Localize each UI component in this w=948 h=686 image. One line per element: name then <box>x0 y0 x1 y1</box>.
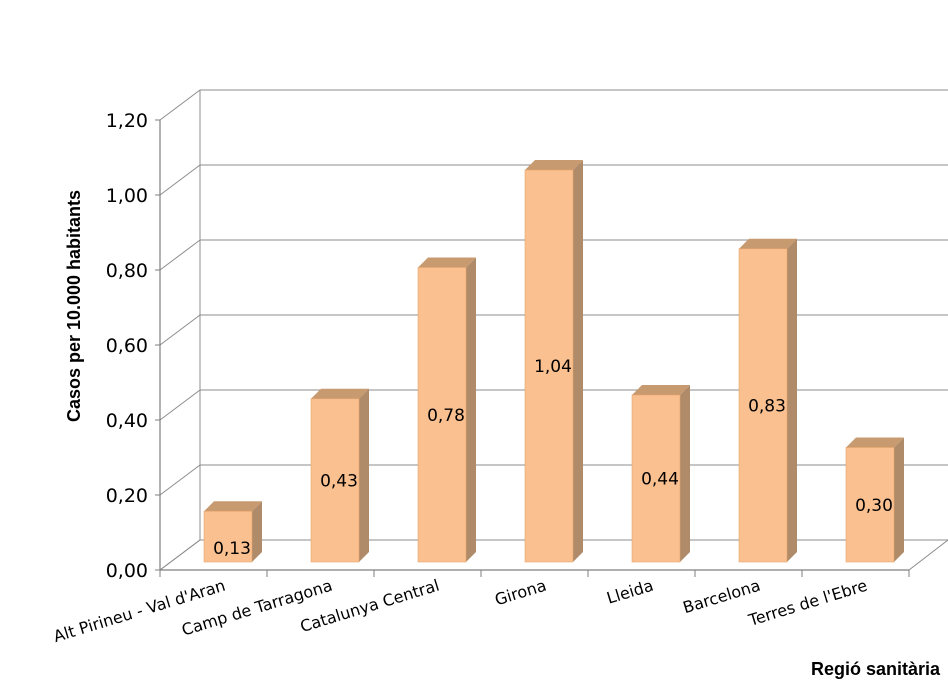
bar-top <box>525 160 583 170</box>
bar-side <box>787 238 797 562</box>
data-label: 1,04 <box>534 357 572 377</box>
bar-front <box>845 447 895 563</box>
gridline-side <box>159 314 201 346</box>
y-tick-label: 0,60 <box>106 335 148 357</box>
y-tick-label: 0,80 <box>106 260 148 282</box>
bar-side <box>680 385 690 562</box>
y-axis-title: Casos per 10.000 habitants <box>64 190 84 422</box>
data-label: 0,44 <box>641 470 679 490</box>
axes <box>155 90 948 577</box>
y-tick-label: 1,00 <box>106 185 148 207</box>
bar <box>631 385 690 563</box>
y-tick-labels: 0,00 0,20 0,40 0,60 0,80 1,00 1,20 <box>106 110 148 582</box>
bar <box>845 437 904 563</box>
x-axis-title: Regió sanitària <box>811 659 941 679</box>
bar-top <box>204 501 262 512</box>
data-label: 0,30 <box>855 496 893 516</box>
bar-top <box>739 238 797 249</box>
bar-front <box>738 248 788 563</box>
x-tick-label: Girona <box>492 576 548 610</box>
bars <box>203 160 904 563</box>
bar-front <box>310 398 360 563</box>
bar-front <box>631 394 681 563</box>
bar-front <box>524 169 574 563</box>
x-tick-label: Lleida <box>604 576 655 608</box>
y-tick-label: 1,20 <box>106 110 148 132</box>
bar-side <box>466 257 476 562</box>
bar <box>310 388 369 563</box>
bar-top <box>311 388 369 399</box>
gridline-side <box>159 239 201 271</box>
data-label: 0,43 <box>320 471 358 491</box>
gridline-side <box>159 389 201 421</box>
gridline-side <box>159 464 201 496</box>
data-labels: 0,13 0,43 0,78 1,04 0,44 0,83 0,30 <box>213 357 893 559</box>
data-label: 0,13 <box>213 539 251 559</box>
data-label: 0,83 <box>748 396 786 416</box>
bar-side <box>252 501 262 562</box>
bar <box>524 160 583 563</box>
bar <box>203 501 262 563</box>
bar-top <box>632 385 690 395</box>
bar-top <box>418 257 476 268</box>
bar-front <box>417 267 467 563</box>
bar-top <box>846 437 904 448</box>
y-tick-label: 0,20 <box>106 485 148 507</box>
y-tick-label: 0,00 <box>106 560 148 582</box>
bar-side <box>573 160 583 562</box>
data-label: 0,78 <box>427 406 465 426</box>
x-tick-label: Alt Pirineu - Val d'Aran <box>51 576 227 646</box>
bar <box>417 257 476 563</box>
y-tick-label: 0,40 <box>106 410 148 432</box>
gridline-side <box>159 164 201 196</box>
bar <box>738 238 797 563</box>
bar-front <box>203 510 253 563</box>
bar-side <box>894 437 904 562</box>
bar-side <box>359 388 369 562</box>
gridline-side <box>159 89 201 121</box>
x-tick-label: Terres de l'Ebre <box>745 576 869 630</box>
